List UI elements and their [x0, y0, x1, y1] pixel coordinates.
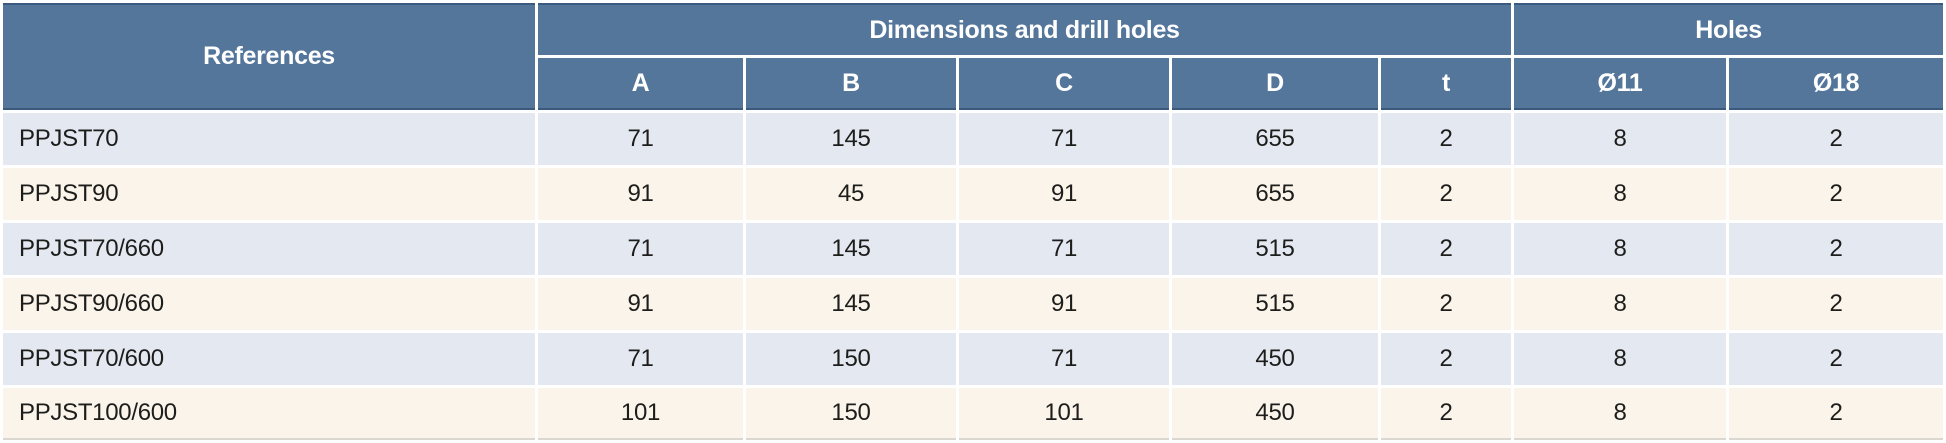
cell-b: 145: [746, 113, 956, 165]
cell-o18: 2: [1729, 278, 1944, 330]
cell-t: 2: [1381, 223, 1512, 275]
column-group-dimensions: Dimensions and drill holes: [538, 3, 1512, 55]
header-group-row: References Dimensions and drill holes Ho…: [3, 3, 1944, 110]
cell-t: 2: [1381, 333, 1512, 385]
column-header-t: t: [1381, 58, 1512, 110]
cell-a: 91: [538, 278, 743, 330]
cell-a: 91: [538, 168, 743, 220]
cell-c: 91: [959, 168, 1169, 220]
cell-reference: PPJST90: [3, 168, 535, 220]
cell-o11: 8: [1514, 333, 1727, 385]
cell-o18: 2: [1729, 388, 1944, 440]
cell-o18: 2: [1729, 223, 1944, 275]
column-header-d: D: [1172, 58, 1378, 110]
cell-d: 655: [1172, 168, 1378, 220]
table-row: PPJST70/600 71 150 71 450 2 8 2: [3, 333, 1944, 385]
column-header-b: B: [746, 58, 956, 110]
cell-o18: 2: [1729, 113, 1944, 165]
cell-a: 71: [538, 333, 743, 385]
cell-o11: 8: [1514, 223, 1727, 275]
cell-t: 2: [1381, 113, 1512, 165]
cell-d: 515: [1172, 223, 1378, 275]
cell-c: 71: [959, 333, 1169, 385]
cell-o11: 8: [1514, 388, 1727, 440]
cell-c: 101: [959, 388, 1169, 440]
cell-b: 150: [746, 333, 956, 385]
column-group-holes: Holes: [1514, 3, 1944, 55]
table-row: PPJST90 91 45 91 655 2 8 2: [3, 168, 1944, 220]
cell-reference: PPJST70/600: [3, 333, 535, 385]
cell-d: 450: [1172, 388, 1378, 440]
column-header-references: References: [3, 3, 535, 110]
cell-t: 2: [1381, 168, 1512, 220]
cell-reference: PPJST100/600: [3, 388, 535, 440]
table-row: PPJST100/600 101 150 101 450 2 8 2: [3, 388, 1944, 440]
cell-c: 71: [959, 113, 1169, 165]
cell-d: 450: [1172, 333, 1378, 385]
table-row: PPJST90/660 91 145 91 515 2 8 2: [3, 278, 1944, 330]
cell-d: 515: [1172, 278, 1378, 330]
cell-b: 45: [746, 168, 956, 220]
table-row: PPJST70 71 145 71 655 2 8 2: [3, 113, 1944, 165]
cell-t: 2: [1381, 278, 1512, 330]
cell-o11: 8: [1514, 113, 1727, 165]
cell-o18: 2: [1729, 168, 1944, 220]
cell-d: 655: [1172, 113, 1378, 165]
cell-reference: PPJST70: [3, 113, 535, 165]
cell-t: 2: [1381, 388, 1512, 440]
cell-a: 71: [538, 223, 743, 275]
cell-c: 71: [959, 223, 1169, 275]
column-header-o18: Ø18: [1729, 58, 1944, 110]
header-sub-row: A B C D t Ø11 Ø18: [3, 58, 1944, 110]
cell-reference: PPJST90/660: [3, 278, 535, 330]
cell-reference: PPJST70/660: [3, 223, 535, 275]
cell-a: 71: [538, 113, 743, 165]
cell-o18: 2: [1729, 333, 1944, 385]
cell-c: 91: [959, 278, 1169, 330]
cell-o11: 8: [1514, 168, 1727, 220]
column-header-c: C: [959, 58, 1169, 110]
cell-a: 101: [538, 388, 743, 440]
cell-b: 150: [746, 388, 956, 440]
cell-b: 145: [746, 223, 956, 275]
cell-o11: 8: [1514, 278, 1727, 330]
cell-b: 145: [746, 278, 956, 330]
table-row: PPJST70/660 71 145 71 515 2 8 2: [3, 223, 1944, 275]
column-header-a: A: [538, 58, 743, 110]
column-header-o11: Ø11: [1514, 58, 1727, 110]
